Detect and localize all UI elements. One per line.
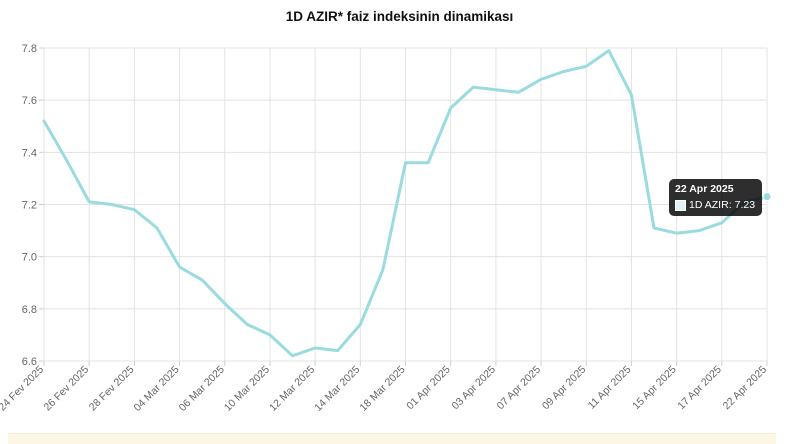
data-point[interactable] <box>494 88 498 92</box>
data-point[interactable] <box>516 90 520 94</box>
data-point[interactable] <box>65 158 69 162</box>
data-point[interactable] <box>268 333 272 337</box>
grid-lines <box>39 47 768 366</box>
y-tick-label: 7.4 <box>22 147 37 159</box>
data-point[interactable] <box>539 77 543 81</box>
data-point[interactable] <box>449 106 453 110</box>
x-tick-label: 07 Apr 2025 <box>495 364 544 413</box>
data-point[interactable] <box>720 221 724 225</box>
data-point[interactable] <box>629 93 633 97</box>
data-point[interactable] <box>178 265 182 269</box>
data-point[interactable] <box>87 200 91 204</box>
x-tick-label: 10 Mar 2025 <box>222 364 272 414</box>
data-point[interactable] <box>223 302 227 306</box>
series-line-1d-azir <box>42 49 769 358</box>
x-tick-label: 09 Apr 2025 <box>540 364 589 413</box>
data-point[interactable] <box>426 161 430 165</box>
data-point[interactable] <box>110 203 114 207</box>
hovered-data-point[interactable] <box>762 192 772 202</box>
x-tick-label: 03 Apr 2025 <box>449 364 498 413</box>
data-point[interactable] <box>607 49 611 53</box>
info-strip <box>8 433 776 444</box>
x-tick-label: 11 Apr 2025 <box>586 364 634 412</box>
y-tick-label: 6.6 <box>22 356 37 368</box>
x-tick-label: 17 Apr 2025 <box>675 364 724 413</box>
data-point[interactable] <box>381 268 385 272</box>
x-tick-label: 14 Mar 2025 <box>312 364 362 414</box>
data-point[interactable] <box>291 354 295 358</box>
tooltip-series-label: 1D AZIR <box>689 199 729 211</box>
data-point[interactable] <box>336 349 340 353</box>
x-tick-label: 04 Mar 2025 <box>132 364 182 414</box>
tooltip-series-swatch <box>675 199 686 211</box>
data-point[interactable] <box>471 85 475 89</box>
tooltip-value: 7.23 <box>734 199 756 211</box>
y-tick-label: 7.0 <box>22 252 37 264</box>
data-point[interactable] <box>562 69 566 73</box>
x-tick-label: 18 Mar 2025 <box>357 364 407 414</box>
data-point[interactable] <box>697 229 701 233</box>
data-point[interactable] <box>313 346 317 350</box>
data-point[interactable] <box>132 208 136 212</box>
series-layer <box>42 49 772 358</box>
data-point[interactable] <box>358 322 362 326</box>
data-point[interactable] <box>200 278 204 282</box>
data-point[interactable] <box>245 322 249 326</box>
x-tick-label: 01 Apr 2025 <box>404 364 453 413</box>
y-tick-label: 7.6 <box>22 95 37 107</box>
data-point[interactable] <box>42 119 46 123</box>
y-tick-label: 6.8 <box>22 304 37 316</box>
x-tick-label: 24 Fev 2025 <box>0 364 46 414</box>
data-point[interactable] <box>584 64 588 68</box>
data-point[interactable] <box>652 226 656 230</box>
tooltip-date: 22 Apr 2025 <box>675 183 734 195</box>
data-tooltip: 22 Apr 2025 1D AZIR: 7.23 <box>669 179 762 216</box>
x-tick-label: 12 Mar 2025 <box>267 364 317 414</box>
x-tick-label: 26 Fev 2025 <box>42 364 92 414</box>
chart-title: 1D AZIR* faiz indeksinin dinamikası <box>285 9 514 24</box>
y-axis-ticks: 6.6 6.8 7.0 7.2 7.4 7.6 7.8 <box>22 43 37 368</box>
x-tick-label: 06 Mar 2025 <box>177 364 227 414</box>
x-tick-label: 28 Fev 2025 <box>87 364 137 414</box>
x-tick-label: 22 Apr 2025 <box>721 364 770 413</box>
x-tick-label: 15 Apr 2025 <box>630 364 679 413</box>
data-point[interactable] <box>404 161 408 165</box>
y-tick-label: 7.2 <box>22 200 37 212</box>
y-tick-label: 7.8 <box>22 43 37 55</box>
data-point[interactable] <box>675 231 679 235</box>
data-point[interactable] <box>155 226 159 230</box>
